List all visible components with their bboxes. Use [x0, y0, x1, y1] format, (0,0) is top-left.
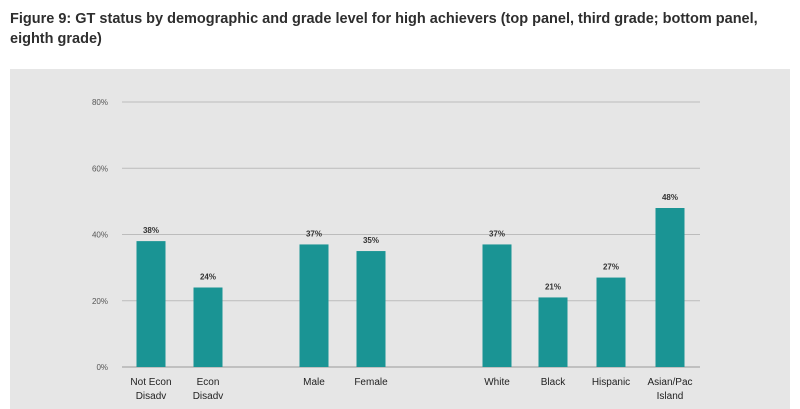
- x-tick-label: Hispanic: [592, 377, 630, 388]
- data-label: 37%: [489, 229, 505, 238]
- y-axis: 0% 20% 40% 60% 80%: [92, 98, 108, 372]
- data-label: 38%: [143, 226, 159, 235]
- bar: [655, 208, 685, 367]
- y-tick-label: 40%: [92, 231, 108, 240]
- x-tick-label: Asian/Pac: [647, 377, 692, 388]
- bar: [136, 241, 166, 367]
- x-tick-label: Male: [303, 377, 325, 388]
- data-label: 27%: [603, 263, 619, 272]
- x-tick-label: White: [484, 377, 510, 388]
- x-tick-label: Island: [657, 391, 684, 402]
- y-tick-label: 60%: [92, 164, 108, 173]
- x-axis-labels: Not Econ Disadv Econ Disadv Male Female White B…: [130, 377, 692, 402]
- x-tick-label: Econ: [197, 377, 220, 388]
- bar: [356, 251, 386, 367]
- data-label: 37%: [306, 229, 322, 238]
- data-label: 35%: [363, 236, 379, 245]
- x-tick-label: Female: [354, 377, 388, 388]
- data-label: 24%: [200, 273, 216, 282]
- bar: [482, 244, 512, 367]
- figure-title: Figure 9: GT status by demographic and g…: [10, 11, 758, 47]
- y-tick-label: 80%: [92, 98, 108, 107]
- data-label: 48%: [662, 193, 678, 202]
- x-tick-label: Black: [541, 377, 566, 388]
- bar-chart: 0%20%40%60%80% 38%24%37%35%37%21%27%48% …: [92, 98, 700, 402]
- x-tick-label: Not Econ: [130, 377, 171, 388]
- y-tick-label: 20%: [92, 297, 108, 306]
- bar: [193, 287, 223, 367]
- chart-panel: 0% 20% 40% 60% 80% 38% 24% 37% 35% 37% 21% 27% 48% …: [10, 69, 790, 409]
- data-labels: 38% 24% 37% 35% 37% 21% 27% 48%: [143, 193, 678, 291]
- x-tick-label: Disadv: [136, 391, 167, 402]
- bar: [299, 244, 329, 367]
- x-tick-label: Disadv: [193, 391, 224, 402]
- y-tick-label: 0%: [96, 363, 108, 372]
- bar: [596, 277, 626, 367]
- bar: [538, 297, 568, 367]
- bars: [136, 208, 685, 367]
- data-label: 21%: [545, 282, 561, 291]
